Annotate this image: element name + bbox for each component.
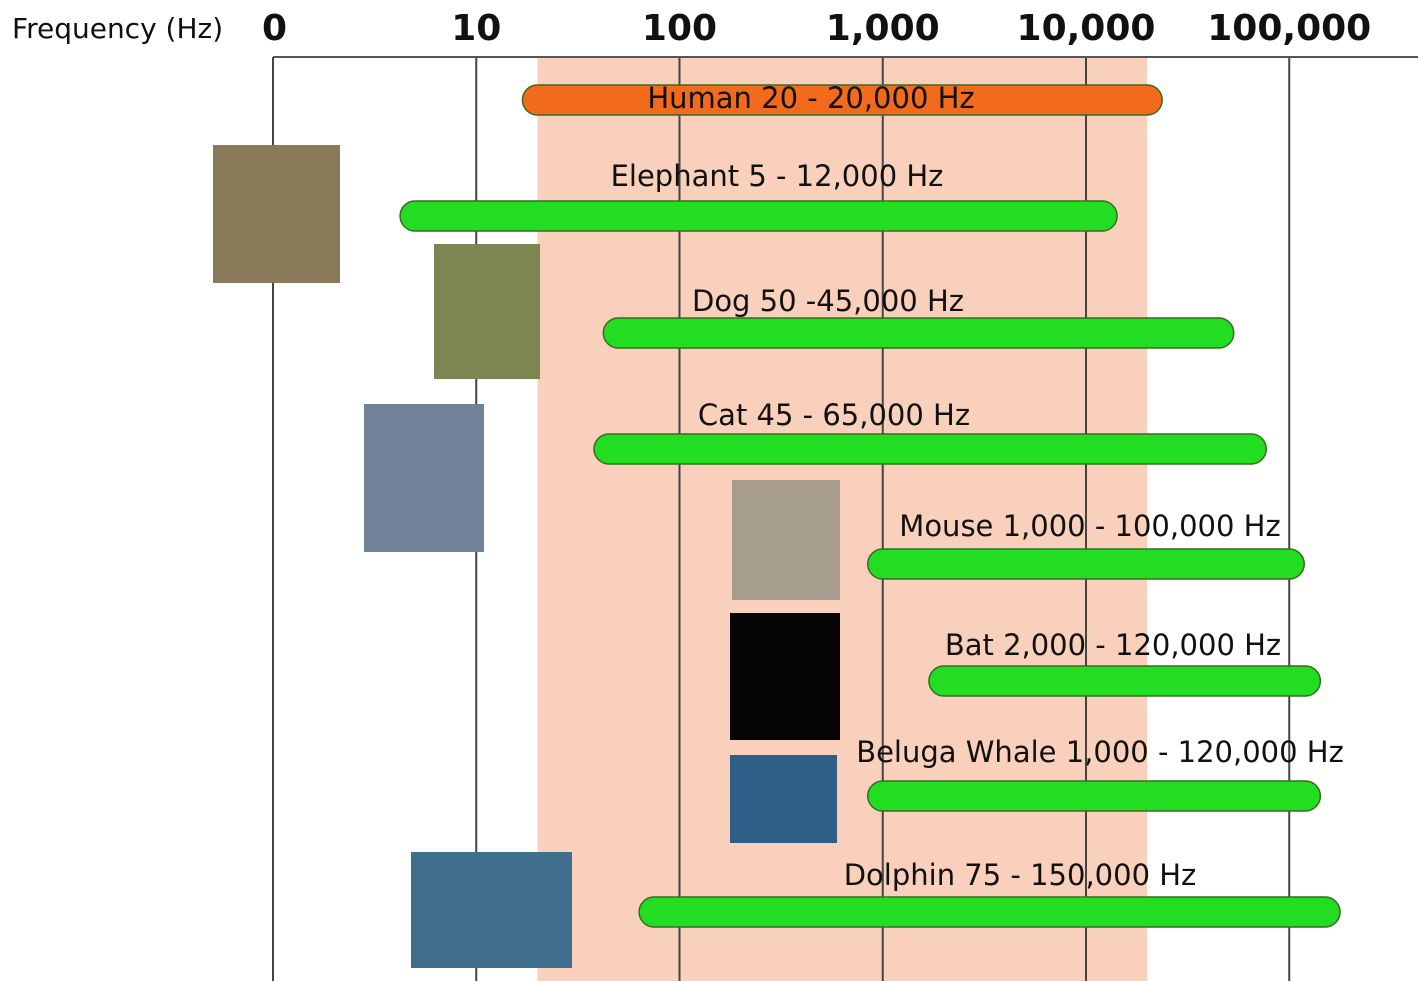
- elephant-photo: [213, 145, 340, 283]
- bar-label: Mouse 1,000 - 100,000 Hz: [899, 509, 1280, 543]
- range-bar: [521, 84, 1163, 116]
- beluga-photo: [730, 755, 837, 843]
- bar-label: Dog 50 -45,000 Hz: [692, 284, 964, 318]
- x-tick-label: 100: [642, 8, 717, 49]
- animal-photos: [213, 145, 840, 968]
- range-bar: [638, 896, 1341, 928]
- x-tick-label: 1,000: [826, 8, 940, 49]
- dog-photo: [434, 244, 540, 379]
- bar-label: Cat 45 - 65,000 Hz: [698, 398, 970, 432]
- bar-label: Bat 2,000 - 120,000 Hz: [945, 628, 1281, 662]
- range-bar: [866, 780, 1322, 812]
- dolphin-photo: [411, 852, 572, 968]
- range-bar: [399, 200, 1118, 232]
- mouse-photo: [732, 480, 840, 600]
- range-bar: [602, 317, 1235, 349]
- bat-photo: [730, 613, 840, 740]
- bar-label: Beluga Whale 1,000 - 120,000 Hz: [856, 735, 1344, 769]
- x-tick-label: 100,000: [1207, 8, 1371, 49]
- cat-photo: [364, 404, 484, 552]
- range-bar: [928, 665, 1322, 697]
- x-axis-label: Frequency (Hz): [12, 12, 223, 45]
- range-bar: [593, 433, 1267, 465]
- bar-label: Elephant 5 - 12,000 Hz: [611, 159, 944, 193]
- x-tick-label: 0: [262, 8, 287, 49]
- x-tick-label: 10,000: [1017, 8, 1156, 49]
- bar-label: Human 20 - 20,000 Hz: [647, 81, 974, 115]
- bar-label: Dolphin 75 - 150,000 Hz: [844, 858, 1197, 892]
- range-bar: [866, 548, 1305, 580]
- x-tick-label: 10: [451, 8, 501, 49]
- bar-layer: Human 20 - 20,000 Hz Elephant 5 - 12,000 …: [399, 81, 1344, 928]
